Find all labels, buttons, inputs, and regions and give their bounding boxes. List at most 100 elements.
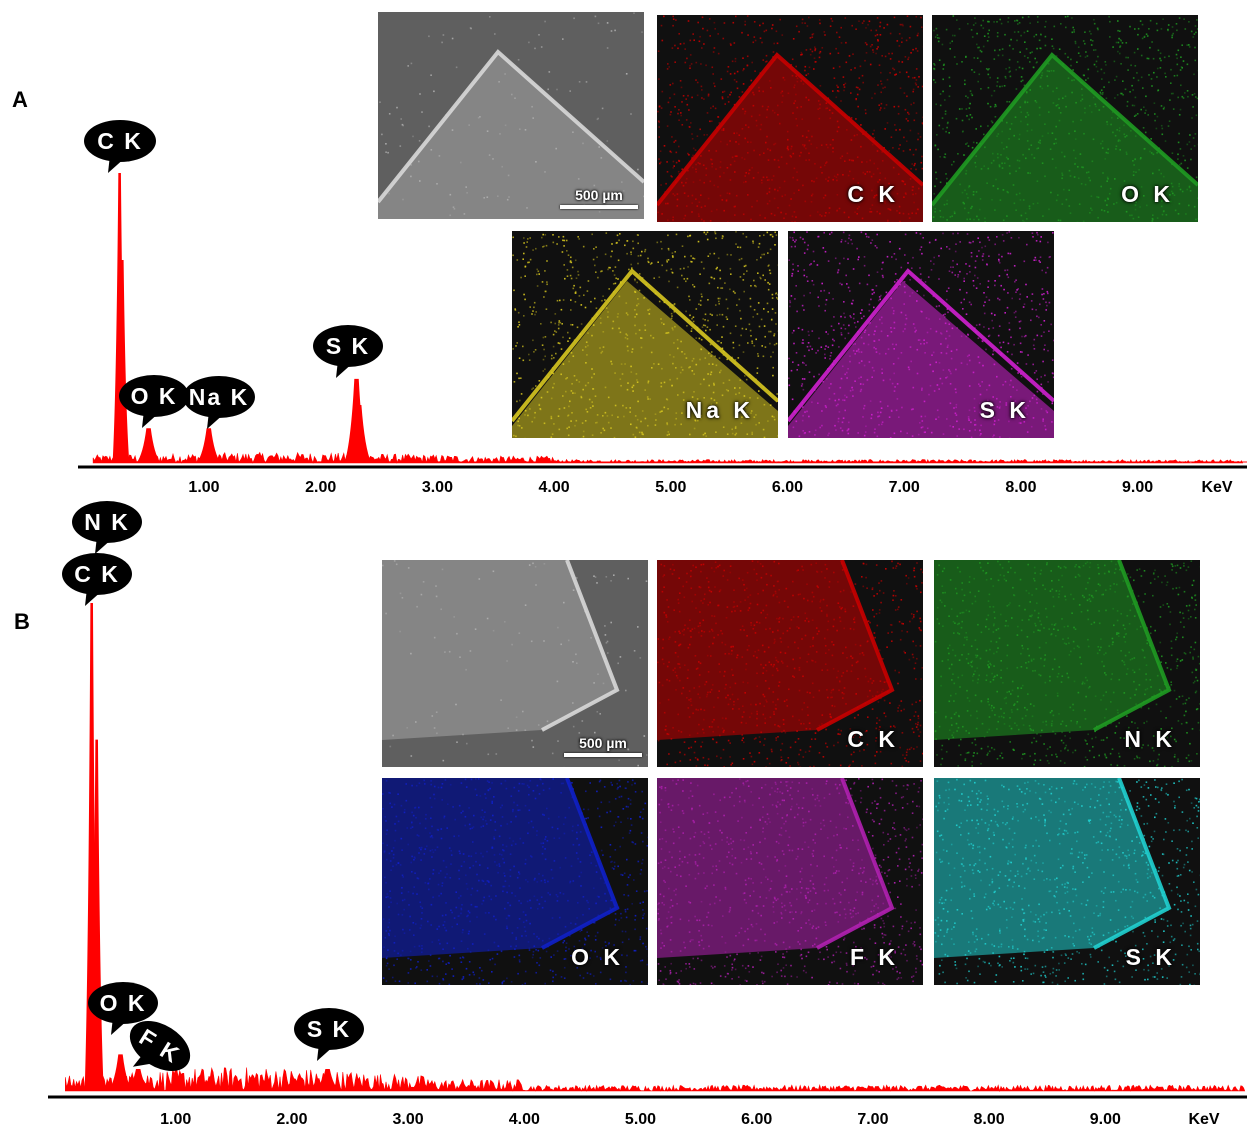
speckle: [809, 745, 812, 748]
speckle: [729, 73, 732, 75]
speckle: [755, 703, 757, 706]
speckle: [951, 327, 954, 330]
speckle: [977, 356, 980, 358]
speckle: [442, 34, 445, 36]
speckle: [1188, 46, 1191, 48]
speckle: [486, 196, 489, 198]
speckle: [772, 594, 775, 597]
speckle: [665, 202, 667, 205]
speckle: [758, 622, 761, 624]
speckle: [945, 337, 947, 340]
speckle: [708, 352, 710, 355]
speckle: [1074, 163, 1076, 165]
speckle: [757, 272, 759, 274]
speckle: [1052, 70, 1055, 72]
speckle: [992, 435, 994, 438]
speckle: [826, 689, 828, 691]
speckle: [1049, 256, 1051, 258]
speckle: [607, 316, 609, 318]
speckle: [713, 615, 716, 618]
speckle: [901, 23, 904, 26]
speckle: [1015, 279, 1017, 281]
speckle: [1173, 75, 1176, 77]
speckle: [909, 346, 912, 348]
speckle: [690, 746, 693, 749]
speckle: [762, 693, 765, 696]
speckle: [1140, 157, 1142, 159]
speckle: [849, 360, 851, 363]
speckle: [667, 63, 669, 65]
speckle: [814, 434, 816, 436]
speckle: [606, 22, 609, 24]
speckle: [872, 680, 875, 682]
speckle: [791, 221, 793, 222]
speckle: [1130, 130, 1132, 132]
speckle: [986, 40, 989, 42]
speckle: [792, 152, 795, 155]
speckle: [933, 67, 935, 70]
speckle: [809, 728, 811, 730]
speckle: [399, 145, 402, 147]
speckle: [1023, 335, 1026, 338]
speckle: [657, 661, 659, 664]
speckle: [699, 662, 702, 665]
speckle: [816, 146, 818, 149]
speckle: [606, 47, 609, 49]
speckle: [695, 61, 698, 64]
speckle: [815, 651, 818, 653]
speckle: [970, 661, 973, 664]
speckle: [552, 241, 555, 244]
speckle: [1145, 33, 1148, 35]
speckle: [889, 378, 891, 381]
x-tick-label: 3.00: [393, 1111, 424, 1128]
speckle: [803, 294, 805, 297]
speckle: [799, 657, 801, 659]
speckle: [714, 107, 717, 110]
speckle: [1021, 351, 1023, 353]
speckle: [691, 96, 693, 99]
speckle: [921, 420, 924, 422]
speckle: [723, 729, 725, 732]
speckle: [470, 27, 472, 30]
speckle: [631, 348, 634, 350]
speckle: [1116, 94, 1119, 96]
speckle: [1018, 133, 1021, 136]
speckle: [880, 80, 882, 82]
speckle: [658, 126, 660, 128]
speckle: [877, 415, 879, 418]
speckle: [876, 717, 878, 719]
speckle: [761, 105, 764, 108]
speckle: [904, 108, 907, 111]
speckle: [955, 391, 957, 394]
speckle: [699, 383, 702, 385]
speckle: [1001, 120, 1003, 122]
speckle: [788, 377, 790, 380]
speckle: [531, 420, 533, 423]
speckle: [678, 33, 680, 35]
speckle: [1171, 36, 1173, 39]
speckle: [638, 431, 641, 434]
speckle: [725, 389, 728, 391]
speckle: [524, 298, 526, 301]
speckle: [821, 410, 823, 412]
peak-label-text: Na K: [189, 384, 249, 410]
speckle: [691, 261, 693, 263]
speckle: [743, 273, 745, 275]
speckle: [1066, 672, 1068, 675]
speckle: [1119, 52, 1121, 55]
speckle: [1193, 93, 1196, 95]
speckle: [438, 155, 441, 157]
speckle: [1087, 171, 1090, 173]
speckle: [869, 45, 872, 48]
speckle: [915, 726, 918, 728]
speckle: [789, 305, 791, 308]
speckle: [1038, 39, 1041, 42]
peak-label-text: S K: [326, 333, 370, 359]
speckle: [838, 398, 840, 401]
speckle: [988, 68, 990, 70]
speckle: [774, 244, 776, 246]
speckle: [709, 120, 711, 123]
speckle: [691, 138, 694, 140]
speckle: [563, 407, 566, 409]
speckle: [672, 24, 674, 27]
